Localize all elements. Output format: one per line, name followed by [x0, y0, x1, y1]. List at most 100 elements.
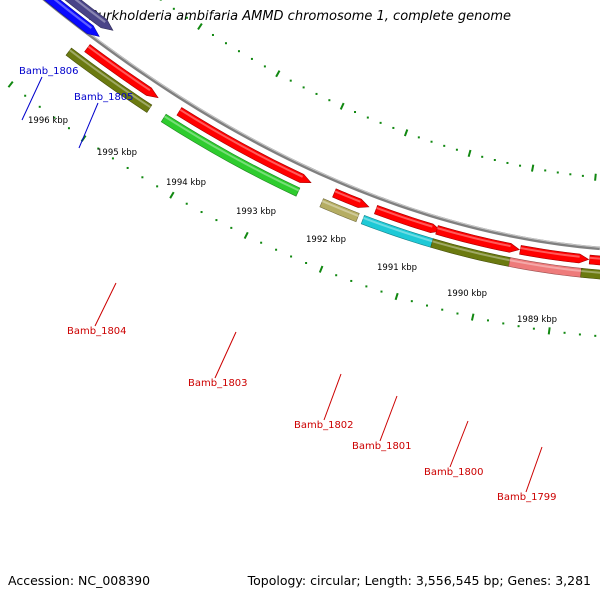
minor-tick: [544, 169, 547, 172]
leader-lines: [21, 76, 543, 493]
gene-label-bamb-1803[interactable]: Bamb_1803: [188, 378, 248, 389]
leader-line: [525, 446, 543, 493]
minor-tick: [224, 42, 227, 45]
gene-label-bamb-1802[interactable]: Bamb_1802: [294, 420, 354, 431]
minor-tick: [38, 105, 41, 108]
gene-bamb-1800-cds-shine: [432, 240, 511, 262]
minor-tick: [290, 255, 293, 258]
minor-tick: [506, 161, 509, 164]
leader-line: [21, 76, 43, 121]
gene-bamb-1801-shine: [376, 206, 433, 228]
minor-tick: [53, 116, 56, 119]
minor-tick: [502, 322, 505, 325]
gene-bamb-1805[interactable]: [24, 0, 100, 37]
gene-bamb-1805-forward[interactable]: [42, 0, 114, 31]
major-tick: [467, 149, 472, 158]
gene-label-bamb-1804[interactable]: Bamb_1804: [67, 326, 127, 337]
major-tick: [169, 191, 175, 199]
minor-tick: [578, 333, 581, 336]
gene-bamb-1803-shine: [179, 108, 304, 178]
minor-tick: [426, 304, 429, 307]
minor-tick: [263, 65, 266, 68]
minor-tick: [215, 219, 218, 222]
minor-tick: [441, 308, 444, 311]
minor-tick: [366, 116, 369, 119]
gene-bamb-1804-cds-shine: [69, 49, 151, 109]
minor-tick: [443, 144, 446, 147]
minor-tick: [455, 148, 458, 151]
major-tick: [547, 327, 551, 335]
backbone-highlight: [46, 0, 600, 248]
gene-bamb-1805-shine: [53, 0, 93, 29]
scale-label: 1993 kbp: [236, 207, 276, 217]
leader-line: [78, 102, 99, 149]
minor-tick: [569, 173, 572, 176]
minor-tick: [185, 16, 188, 19]
scale-label: 1995 kbp: [97, 148, 137, 158]
major-tick: [339, 102, 345, 110]
gene-bamb-1800-shine: [437, 227, 511, 248]
lower-scale: [7, 81, 597, 337]
minor-tick: [456, 312, 459, 315]
minor-tick: [111, 157, 114, 160]
gene-label-bamb-1799[interactable]: Bamb_1799: [497, 492, 557, 503]
minor-tick: [417, 136, 420, 139]
minor-tick: [211, 33, 214, 36]
major-tick: [394, 292, 399, 301]
major-tick: [531, 164, 535, 172]
scale-label: 1990 kbp: [447, 289, 487, 299]
leader-line: [449, 420, 469, 468]
gene-next[interactable]: [588, 254, 600, 267]
gene-bamb-1803-cds-shine: [164, 115, 300, 192]
gene-bamb-1802-shine: [334, 190, 361, 203]
leader-line: [214, 331, 237, 379]
labels: 1996 kbp 1995 kbp 1994 kbp 1993 kbp 1992 kbp…: [19, 66, 557, 503]
major-tick: [470, 313, 475, 321]
minor-tick: [556, 171, 559, 174]
major-tick: [275, 70, 281, 78]
minor-tick: [493, 159, 496, 162]
minor-tick: [532, 327, 535, 330]
minor-tick: [481, 155, 484, 158]
gene-bamb-1804-shine: [87, 45, 151, 92]
minor-tick: [97, 147, 100, 150]
leader-line: [379, 395, 398, 442]
scale-label: 1996 kbp: [28, 116, 68, 126]
gene-label-bamb-1801[interactable]: Bamb_1801: [352, 441, 412, 452]
gene-bamb-1799-cds-shine: [509, 259, 583, 273]
minor-tick: [289, 79, 292, 82]
gene-bamb-1805-forward-shine: [74, 0, 106, 24]
minor-tick: [392, 126, 395, 129]
gene-next-shine: [589, 256, 600, 260]
gene-next-cds-shine: [581, 269, 600, 274]
minor-tick: [430, 140, 433, 143]
minor-tick: [328, 99, 331, 102]
minor-tick: [354, 111, 357, 114]
minor-tick: [230, 226, 233, 229]
minor-tick: [260, 241, 263, 244]
leader-line: [94, 282, 117, 327]
minor-tick: [141, 176, 144, 179]
backbone-line: [42, 0, 600, 251]
gene-bamb-1801-cds-shine: [363, 216, 433, 243]
major-tick: [197, 23, 203, 30]
minor-tick: [519, 164, 522, 167]
minor-tick: [380, 290, 383, 293]
backbone: [42, 0, 600, 251]
scale-label: 1989 kbp: [517, 315, 557, 325]
gene-label-bamb-1806[interactable]: Bamb_1806: [19, 66, 79, 77]
minor-tick: [159, 0, 162, 1]
gene-bamb-1802-cds-shine: [321, 200, 359, 217]
leader-line: [323, 373, 342, 421]
scale-ticks: [7, 0, 597, 337]
genes: [24, 0, 600, 280]
scale-label: 1992 kbp: [306, 235, 346, 245]
topology-label: Topology: circular; Length: 3,556,545 bp…: [247, 573, 591, 588]
gene-label-bamb-1805[interactable]: Bamb_1805: [74, 92, 134, 103]
minor-tick: [67, 127, 70, 130]
minor-tick: [24, 94, 27, 97]
minor-tick: [365, 285, 368, 288]
minor-tick: [410, 300, 413, 303]
gene-label-bamb-1800[interactable]: Bamb_1800: [424, 467, 484, 478]
